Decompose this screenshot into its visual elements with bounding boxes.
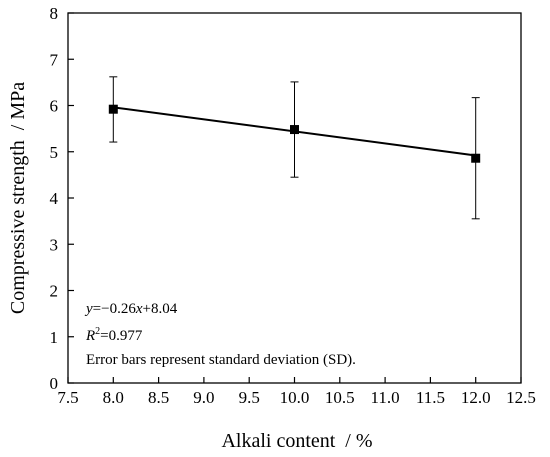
data-point <box>290 125 299 135</box>
data-point <box>108 104 118 114</box>
x-tick-label: 7.5 <box>57 388 78 407</box>
data-point <box>471 153 481 163</box>
r-squared-sup: 2 <box>95 326 100 337</box>
equation-part1: =−0.26 <box>93 301 137 317</box>
x-axis-title: Alkali content / % <box>221 430 372 452</box>
r-squared-value: =0.977 <box>100 328 143 344</box>
r-squared: R2=0.977 <box>85 326 143 344</box>
y-axis-title: Compressive strength / MPa <box>7 82 29 314</box>
x-tick-label: 10.0 <box>280 388 310 407</box>
y-tick-label: 7 <box>50 50 59 69</box>
x-tick-label: 12.5 <box>506 388 536 407</box>
x-tick-label: 8.0 <box>103 388 124 407</box>
y-tick-label: 6 <box>50 97 59 116</box>
equation-part2: +8.04 <box>143 301 178 317</box>
x-tick-label: 11.5 <box>416 388 445 407</box>
x-tick-label: 12.0 <box>461 388 491 407</box>
y-tick-label: 2 <box>50 282 59 301</box>
r-squared-r: R <box>85 328 95 344</box>
x-tick-label: 9.0 <box>193 388 214 407</box>
data-points <box>108 104 481 163</box>
y-tick-label: 4 <box>50 189 59 208</box>
y-tick-label: 3 <box>50 235 59 254</box>
x-tick-label: 11.0 <box>371 388 400 407</box>
equation-x: x <box>135 301 143 317</box>
y-tick-label: 5 <box>50 143 59 162</box>
x-tick-label: 10.5 <box>325 388 355 407</box>
y-tick-label: 8 <box>50 4 59 23</box>
regression-equation: y=−0.26x+8.04 <box>84 301 178 317</box>
x-tick-label: 8.5 <box>148 388 169 407</box>
x-tick-label: 9.5 <box>239 388 260 407</box>
error-bar-note: Error bars represent standard deviation … <box>86 352 356 368</box>
y-tick-label: 1 <box>50 328 59 347</box>
y-tick-label: 0 <box>50 374 59 393</box>
equation-y: y <box>84 301 93 317</box>
ticks: 7.5 8.0 8.5 9.0 9.5 10.0 10.5 11.0 11.5 12.0 12.5 0… <box>50 4 536 407</box>
